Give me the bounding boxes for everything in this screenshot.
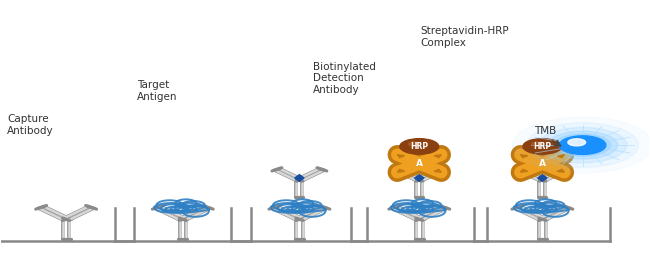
Text: Streptavidin-HRP
Complex: Streptavidin-HRP Complex bbox=[421, 26, 509, 48]
Circle shape bbox=[532, 142, 542, 146]
Text: HRP: HRP bbox=[410, 142, 428, 151]
Circle shape bbox=[523, 139, 562, 154]
Polygon shape bbox=[557, 155, 564, 158]
Circle shape bbox=[526, 123, 638, 167]
Text: Target
Antigen: Target Antigen bbox=[136, 80, 177, 102]
Circle shape bbox=[408, 142, 419, 146]
Circle shape bbox=[554, 134, 610, 156]
Polygon shape bbox=[521, 155, 528, 158]
Polygon shape bbox=[434, 169, 441, 172]
Polygon shape bbox=[397, 169, 404, 172]
Circle shape bbox=[559, 136, 606, 154]
Text: Capture
Antibody: Capture Antibody bbox=[7, 114, 54, 136]
Polygon shape bbox=[521, 169, 528, 172]
Polygon shape bbox=[434, 155, 441, 158]
Circle shape bbox=[568, 139, 586, 146]
Text: A: A bbox=[416, 159, 422, 168]
Circle shape bbox=[547, 131, 618, 159]
Polygon shape bbox=[557, 169, 564, 172]
Text: TMB: TMB bbox=[534, 126, 557, 136]
Polygon shape bbox=[294, 175, 304, 181]
Circle shape bbox=[538, 127, 627, 163]
Circle shape bbox=[400, 139, 439, 154]
Polygon shape bbox=[397, 155, 404, 158]
Text: A: A bbox=[539, 159, 546, 168]
Text: HRP: HRP bbox=[534, 142, 551, 151]
Circle shape bbox=[513, 117, 650, 173]
Polygon shape bbox=[415, 175, 424, 181]
Text: Biotinylated
Detection
Antibody: Biotinylated Detection Antibody bbox=[313, 62, 376, 95]
Polygon shape bbox=[538, 175, 547, 181]
